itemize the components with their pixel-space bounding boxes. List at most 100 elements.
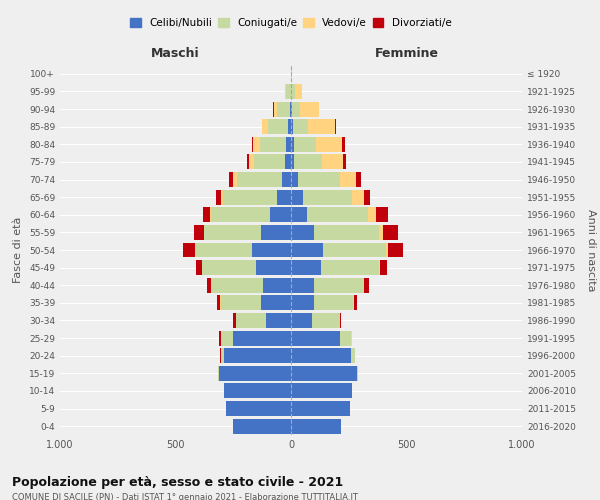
Bar: [218, 366, 220, 381]
Bar: [277, 190, 291, 204]
Bar: [380, 260, 387, 275]
Bar: [386, 242, 388, 258]
Bar: [206, 278, 211, 292]
Bar: [233, 418, 291, 434]
Bar: [236, 313, 266, 328]
Bar: [291, 418, 341, 434]
Bar: [233, 172, 237, 187]
Bar: [254, 154, 285, 170]
Bar: [290, 102, 291, 116]
Bar: [261, 225, 291, 240]
Bar: [195, 242, 252, 258]
Bar: [221, 190, 223, 204]
Text: Maschi: Maschi: [151, 46, 200, 60]
Bar: [291, 119, 293, 134]
Bar: [300, 102, 319, 116]
Bar: [291, 296, 314, 310]
Bar: [286, 84, 290, 99]
Bar: [357, 366, 358, 381]
Bar: [291, 278, 314, 292]
Bar: [291, 225, 314, 240]
Text: Popolazione per età, sesso e stato civile - 2021: Popolazione per età, sesso e stato civil…: [12, 476, 343, 489]
Bar: [211, 278, 263, 292]
Bar: [262, 119, 268, 134]
Bar: [286, 137, 291, 152]
Bar: [379, 260, 380, 275]
Bar: [354, 296, 356, 310]
Bar: [196, 260, 202, 275]
Bar: [376, 208, 388, 222]
Bar: [351, 348, 355, 363]
Bar: [221, 330, 233, 345]
Bar: [205, 225, 261, 240]
Bar: [293, 119, 308, 134]
Legend: Celibi/Nubili, Coniugati/e, Vedovi/e, Divorziati/e: Celibi/Nubili, Coniugati/e, Vedovi/e, Di…: [127, 14, 455, 31]
Y-axis label: Fasce di età: Fasce di età: [13, 217, 23, 283]
Bar: [335, 119, 336, 134]
Bar: [291, 384, 352, 398]
Bar: [250, 154, 254, 170]
Bar: [316, 137, 342, 152]
Bar: [268, 119, 287, 134]
Bar: [220, 366, 291, 381]
Bar: [291, 190, 302, 204]
Bar: [233, 330, 291, 345]
Bar: [194, 225, 203, 240]
Bar: [314, 225, 379, 240]
Bar: [260, 137, 286, 152]
Bar: [263, 278, 291, 292]
Bar: [307, 208, 368, 222]
Bar: [220, 330, 221, 345]
Text: COMUNE DI SACILE (PN) - Dati ISTAT 1° gennaio 2021 - Elaborazione TUTTITALIA.IT: COMUNE DI SACILE (PN) - Dati ISTAT 1° ge…: [12, 492, 358, 500]
Bar: [183, 242, 194, 258]
Bar: [203, 208, 210, 222]
Bar: [291, 366, 357, 381]
Bar: [379, 225, 383, 240]
Bar: [321, 260, 379, 275]
Bar: [292, 102, 300, 116]
Bar: [247, 154, 250, 170]
Bar: [291, 154, 295, 170]
Bar: [270, 208, 291, 222]
Bar: [285, 154, 291, 170]
Bar: [229, 172, 233, 187]
Bar: [282, 172, 291, 187]
Bar: [291, 260, 321, 275]
Bar: [292, 84, 295, 99]
Bar: [352, 190, 364, 204]
Bar: [298, 172, 340, 187]
Bar: [217, 190, 221, 204]
Bar: [287, 119, 291, 134]
Bar: [364, 190, 370, 204]
Text: Femmine: Femmine: [374, 46, 439, 60]
Bar: [302, 190, 352, 204]
Bar: [343, 154, 346, 170]
Bar: [294, 137, 316, 152]
Bar: [252, 137, 253, 152]
Bar: [277, 102, 290, 116]
Bar: [295, 84, 302, 99]
Bar: [340, 172, 356, 187]
Bar: [233, 313, 236, 328]
Bar: [291, 242, 323, 258]
Bar: [291, 313, 312, 328]
Bar: [291, 172, 298, 187]
Bar: [356, 172, 361, 187]
Bar: [217, 296, 220, 310]
Bar: [308, 119, 335, 134]
Bar: [224, 384, 291, 398]
Bar: [340, 313, 341, 328]
Bar: [221, 296, 261, 310]
Bar: [256, 260, 291, 275]
Bar: [210, 208, 211, 222]
Y-axis label: Anni di nascita: Anni di nascita: [586, 209, 596, 291]
Bar: [342, 137, 345, 152]
Bar: [322, 154, 343, 170]
Bar: [364, 278, 368, 292]
Bar: [252, 242, 291, 258]
Bar: [202, 260, 256, 275]
Bar: [291, 348, 351, 363]
Bar: [224, 348, 291, 363]
Bar: [314, 296, 353, 310]
Bar: [291, 401, 350, 416]
